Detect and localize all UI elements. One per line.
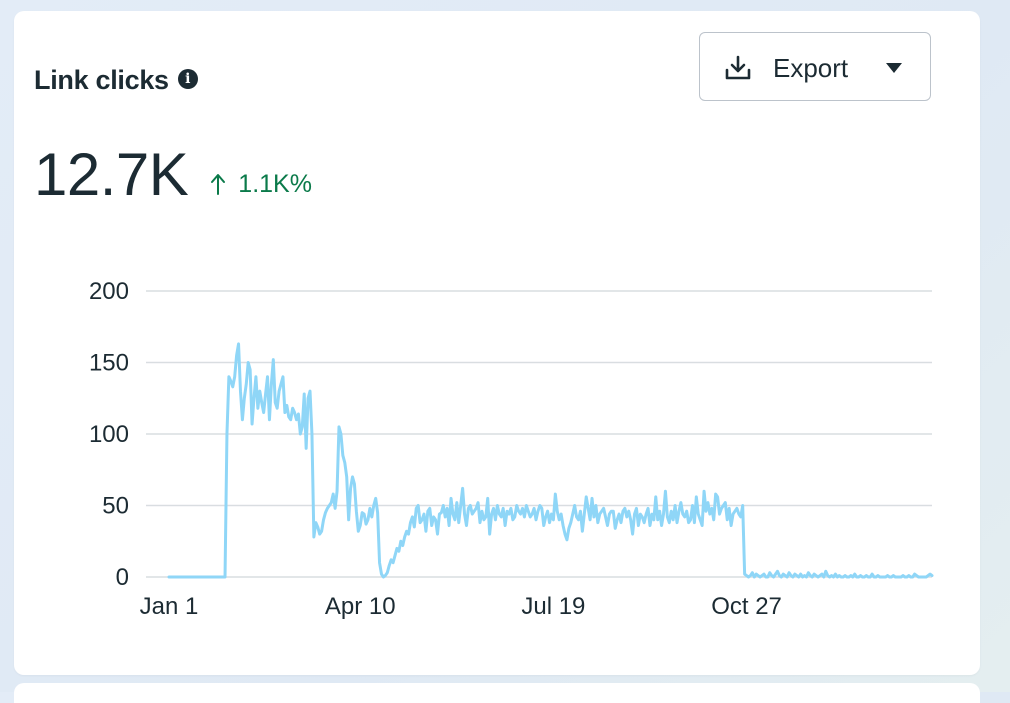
y-tick-label: 0 <box>116 564 129 591</box>
arrow-up-icon <box>211 174 226 195</box>
delta-value: 1.1K% <box>238 169 312 198</box>
x-tick-label: Apr 10 <box>325 593 396 620</box>
metric-summary: 12.7K 1.1K% <box>34 140 312 209</box>
export-label: Export <box>773 53 849 83</box>
y-tick-label: 100 <box>89 421 129 448</box>
delta-badge: 1.1K% <box>210 170 312 199</box>
x-tick-label: Jan 1 <box>140 593 199 620</box>
link-clicks-card <box>14 11 980 675</box>
series-line <box>167 342 934 579</box>
y-tick-label: 150 <box>89 350 129 377</box>
y-tick-label: 200 <box>89 278 129 305</box>
download-icon <box>725 55 751 80</box>
y-tick-label: 50 <box>102 493 129 520</box>
export-button[interactable]: Export <box>699 32 931 101</box>
metric-value: 12.7K <box>34 141 189 208</box>
info-icon[interactable]: i <box>177 68 198 89</box>
x-tick-label: Oct 27 <box>711 593 782 620</box>
card-title: Link clicks <box>34 64 169 95</box>
card-header: Link clicks i <box>34 62 198 98</box>
x-tick-label: Jul 19 <box>521 593 585 620</box>
caret-down-icon <box>886 63 902 73</box>
